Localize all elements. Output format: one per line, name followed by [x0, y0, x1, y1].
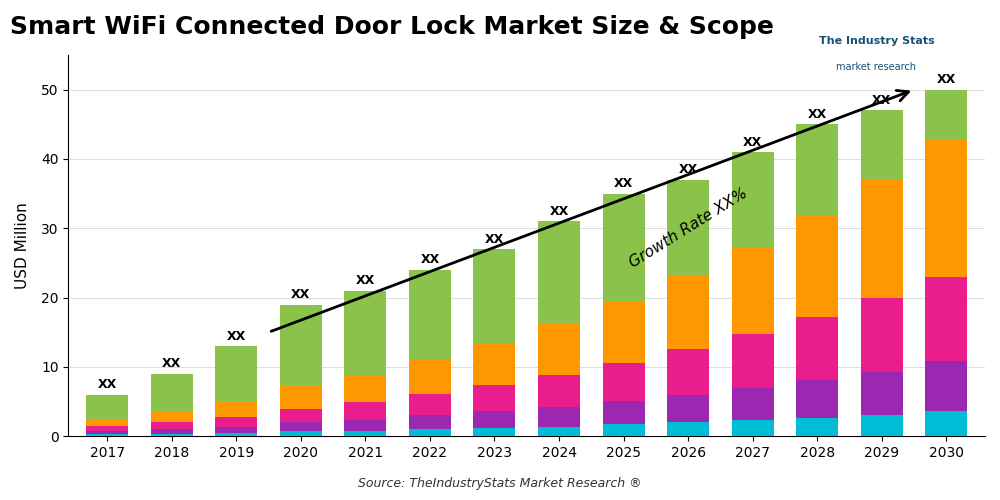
- Bar: [409, 394, 451, 415]
- Bar: [603, 363, 645, 401]
- Bar: [473, 428, 515, 436]
- Bar: [603, 194, 645, 301]
- Bar: [151, 434, 193, 436]
- Bar: [409, 270, 451, 360]
- Text: XX: XX: [162, 358, 181, 370]
- Text: Growth Rate XX%: Growth Rate XX%: [626, 186, 750, 271]
- Text: Smart WiFi Connected Door Lock Market Size & Scope: Smart WiFi Connected Door Lock Market Si…: [10, 15, 774, 39]
- Text: XX: XX: [614, 177, 633, 190]
- Bar: [215, 433, 257, 436]
- Bar: [925, 412, 967, 436]
- Text: XX: XX: [420, 254, 440, 266]
- Text: market research: market research: [836, 62, 916, 72]
- Text: XX: XX: [743, 136, 762, 148]
- Bar: [925, 90, 967, 139]
- Bar: [151, 422, 193, 428]
- Bar: [409, 430, 451, 436]
- Bar: [280, 422, 322, 432]
- Text: XX: XX: [549, 205, 569, 218]
- Bar: [215, 417, 257, 426]
- Bar: [280, 408, 322, 422]
- Bar: [538, 376, 580, 407]
- Bar: [667, 394, 709, 422]
- Bar: [280, 386, 322, 408]
- Bar: [344, 402, 386, 419]
- Bar: [538, 324, 580, 376]
- Bar: [215, 426, 257, 433]
- Bar: [344, 290, 386, 374]
- Bar: [732, 247, 774, 334]
- Text: XX: XX: [937, 73, 956, 86]
- Bar: [861, 180, 903, 298]
- Text: XX: XX: [485, 232, 504, 245]
- Bar: [796, 216, 838, 317]
- Bar: [86, 426, 128, 430]
- Text: Source: TheIndustryStats Market Research ®: Source: TheIndustryStats Market Research…: [358, 477, 642, 490]
- Bar: [667, 180, 709, 276]
- Bar: [861, 110, 903, 180]
- Bar: [861, 415, 903, 436]
- Bar: [925, 139, 967, 277]
- Text: XX: XX: [291, 288, 310, 301]
- Text: XX: XX: [678, 164, 698, 176]
- Bar: [473, 385, 515, 411]
- Bar: [796, 317, 838, 380]
- Text: XX: XX: [808, 108, 827, 121]
- Bar: [344, 430, 386, 436]
- Bar: [473, 249, 515, 342]
- Bar: [151, 412, 193, 422]
- Bar: [732, 420, 774, 436]
- Bar: [796, 124, 838, 216]
- Text: XX: XX: [356, 274, 375, 287]
- Text: The Industry Stats: The Industry Stats: [819, 36, 934, 46]
- Bar: [603, 301, 645, 363]
- Bar: [280, 432, 322, 436]
- Bar: [86, 434, 128, 436]
- Bar: [861, 372, 903, 415]
- Bar: [215, 402, 257, 417]
- Bar: [409, 360, 451, 394]
- Bar: [473, 412, 515, 428]
- Bar: [344, 374, 386, 402]
- Bar: [280, 304, 322, 386]
- Bar: [667, 276, 709, 349]
- Bar: [86, 430, 128, 434]
- Bar: [151, 374, 193, 412]
- Bar: [409, 416, 451, 430]
- Bar: [538, 222, 580, 324]
- Bar: [86, 419, 128, 426]
- Bar: [667, 422, 709, 436]
- Text: XX: XX: [227, 330, 246, 342]
- Bar: [796, 380, 838, 418]
- Bar: [732, 334, 774, 388]
- Bar: [603, 401, 645, 424]
- Bar: [151, 428, 193, 434]
- Bar: [861, 298, 903, 372]
- Bar: [925, 277, 967, 361]
- Bar: [667, 349, 709, 395]
- Bar: [603, 424, 645, 436]
- Bar: [732, 152, 774, 247]
- Bar: [796, 418, 838, 436]
- Bar: [86, 394, 128, 419]
- Y-axis label: USD Million: USD Million: [15, 202, 30, 289]
- Bar: [538, 426, 580, 436]
- Text: XX: XX: [98, 378, 117, 391]
- Bar: [925, 362, 967, 412]
- Bar: [215, 346, 257, 402]
- Bar: [344, 420, 386, 430]
- Bar: [538, 407, 580, 426]
- Text: XX: XX: [872, 94, 891, 107]
- Bar: [473, 342, 515, 385]
- Bar: [732, 388, 774, 420]
